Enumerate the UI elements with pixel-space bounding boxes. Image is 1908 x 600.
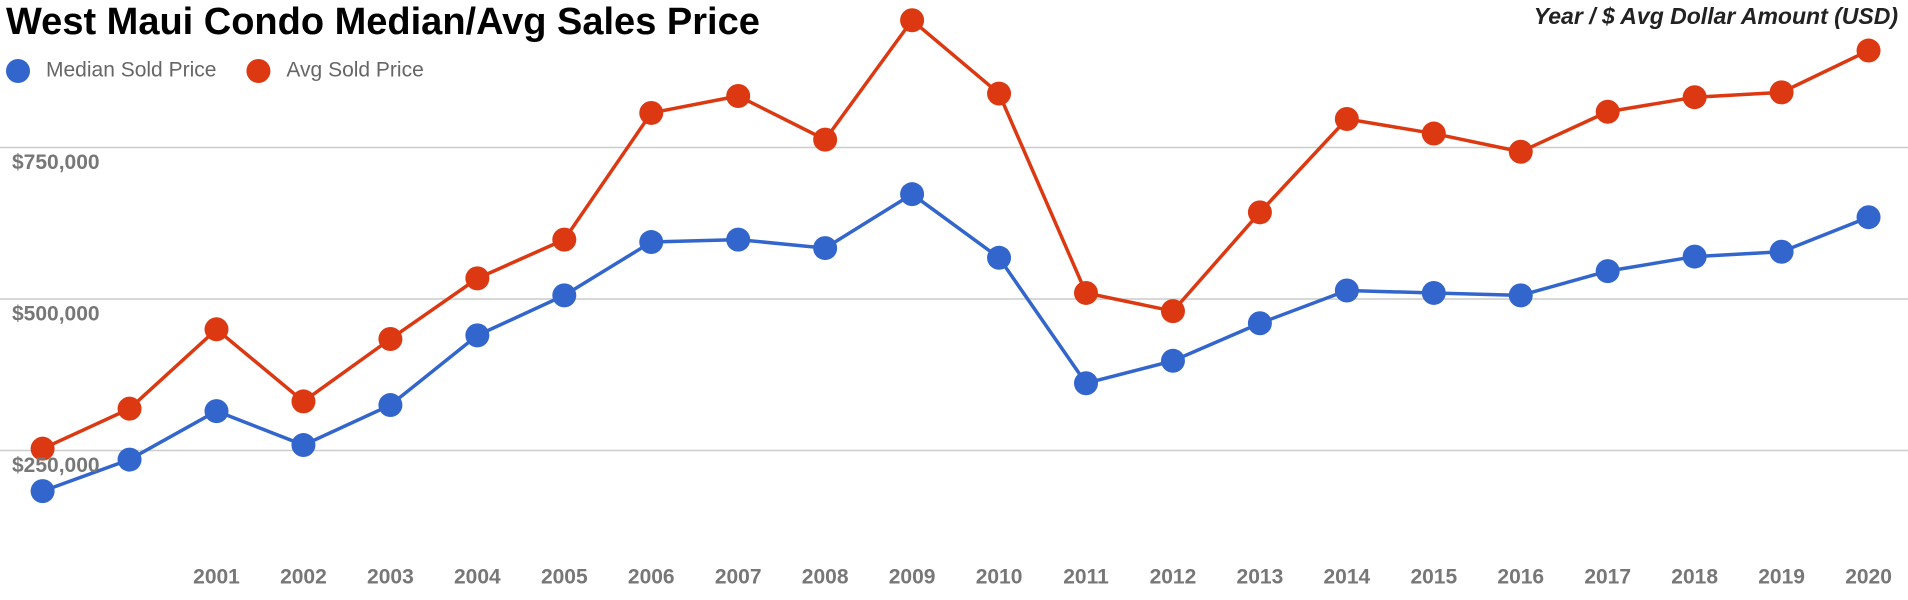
- data-point: [987, 81, 1012, 106]
- series-line: [42, 192, 1870, 493]
- data-point: [900, 182, 925, 207]
- data-point: [1856, 205, 1881, 230]
- data-point: [1769, 80, 1794, 105]
- legend-marker: [246, 59, 271, 83]
- x-tick-label: 2013: [1237, 566, 1284, 589]
- x-tick-label: 2002: [280, 566, 327, 589]
- data-point: [378, 326, 403, 351]
- data-point: [204, 317, 229, 342]
- x-tick-label: 2003: [367, 566, 414, 589]
- data-point: [30, 436, 55, 461]
- data-point: [204, 399, 229, 424]
- x-tick-label: 2018: [1671, 566, 1718, 589]
- x-tick-label: 2011: [1063, 566, 1109, 589]
- data-point: [1334, 278, 1359, 303]
- data-point: [1769, 239, 1794, 264]
- chart-title: West Maui Condo Median/Avg Sales Price: [6, 1, 760, 43]
- x-tick-label: 2014: [1323, 566, 1370, 589]
- data-point: [1074, 371, 1098, 396]
- x-tick-label: 2005: [541, 566, 588, 589]
- data-point: [1074, 280, 1098, 305]
- data-point: [552, 283, 577, 308]
- data-point: [639, 100, 664, 125]
- data-point: [117, 396, 142, 421]
- data-point: [378, 393, 403, 418]
- data-point: [117, 447, 142, 472]
- data-point: [1334, 107, 1359, 132]
- x-tick-label: 2017: [1584, 566, 1631, 589]
- data-point: [813, 127, 838, 152]
- data-point: [1421, 121, 1446, 146]
- x-tick-label: 2019: [1758, 566, 1805, 589]
- data-point: [465, 266, 490, 291]
- data-point: [813, 236, 838, 261]
- x-tick-label: 2016: [1497, 566, 1544, 589]
- data-point: [291, 433, 316, 458]
- data-point: [30, 479, 55, 504]
- data-point: [1247, 311, 1272, 336]
- x-tick-label: 2008: [802, 566, 849, 589]
- x-tick-label: 2015: [1410, 566, 1457, 589]
- data-point: [1595, 99, 1620, 124]
- x-tick-label: 2009: [889, 566, 936, 589]
- x-tick-label: 2007: [715, 566, 762, 589]
- data-point: [552, 227, 577, 252]
- data-point: [1682, 85, 1707, 110]
- data-point: [639, 230, 664, 255]
- data-point: [1160, 299, 1185, 324]
- series-line: [41, 17, 1870, 451]
- legend-marker: [6, 59, 30, 83]
- data-point: [726, 227, 751, 252]
- data-point: [987, 245, 1012, 270]
- x-tick-label: 2001: [193, 566, 240, 589]
- x-tick-label: 2006: [628, 566, 675, 589]
- legend-label: Median Sold Price: [46, 59, 216, 82]
- data-point: [291, 389, 316, 414]
- x-tick-label: 2012: [1150, 566, 1197, 589]
- legend-label: Avg Sold Price: [286, 59, 423, 82]
- data-point: [1247, 200, 1272, 225]
- data-point: [1508, 283, 1533, 308]
- data-point: [1508, 139, 1533, 164]
- x-tick-label: 2020: [1845, 566, 1892, 589]
- axis-title: Year / $ Avg Dollar Amount (USD): [1534, 3, 1898, 29]
- x-tick-label: 2010: [976, 566, 1023, 589]
- y-tick-label: $250,000: [12, 454, 100, 477]
- y-tick-label: $500,000: [12, 303, 100, 326]
- data-point: [1856, 38, 1881, 63]
- data-point: [1595, 259, 1620, 284]
- data-point: [900, 8, 925, 33]
- data-point: [1421, 280, 1446, 305]
- data-point: [1160, 348, 1185, 373]
- x-tick-label: 2004: [454, 566, 501, 589]
- y-tick-label: $750,000: [12, 151, 100, 174]
- data-point: [726, 83, 751, 108]
- data-point: [1682, 244, 1707, 269]
- data-point: [465, 323, 490, 348]
